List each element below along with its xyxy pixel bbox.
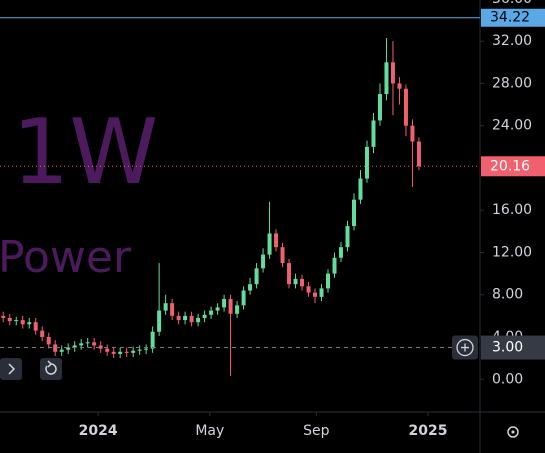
- candle-body: [105, 348, 110, 352]
- candle-body: [183, 315, 188, 321]
- candle-body: [241, 290, 246, 306]
- candle-body: [300, 278, 305, 287]
- alert-label-bg: [481, 8, 545, 27]
- candle-body: [124, 351, 129, 353]
- candle-body: [137, 349, 142, 351]
- add-alert-button[interactable]: [452, 335, 478, 360]
- candle-body: [118, 351, 123, 354]
- candle-body: [72, 345, 77, 348]
- candle-body: [170, 303, 175, 316]
- candle-body: [261, 254, 266, 269]
- candle-body: [46, 336, 51, 345]
- candle-body: [351, 199, 356, 227]
- settings-icon[interactable]: [507, 426, 519, 438]
- x-tick-label: 2025: [409, 423, 448, 439]
- candle-body: [345, 226, 350, 248]
- y-tick-label: 8.00: [492, 287, 523, 303]
- candle-body: [358, 178, 363, 200]
- candle-body: [14, 320, 19, 322]
- y-tick-label: 12.00: [492, 244, 532, 260]
- candle-body: [416, 141, 421, 167]
- candle-body: [27, 322, 32, 325]
- candle-body: [313, 292, 318, 297]
- candle-body: [384, 62, 389, 95]
- candle-body: [371, 120, 376, 147]
- candle-body: [390, 62, 395, 84]
- candle-body: [209, 310, 214, 315]
- candle-body: [274, 233, 279, 248]
- candle-body: [79, 343, 84, 346]
- candle-body: [306, 286, 311, 293]
- candle-body: [53, 344, 58, 352]
- watermark-symbol: Power: [0, 232, 132, 283]
- candle-body: [85, 342, 90, 344]
- candle-body: [157, 310, 162, 332]
- candle-body: [254, 268, 259, 285]
- candle-body: [403, 88, 408, 126]
- y-tick-label: 36.00: [492, 0, 532, 7]
- crosshair-label-bg: [481, 335, 545, 360]
- candle-body: [98, 345, 103, 349]
- y-tick-label: 0.00: [492, 371, 523, 387]
- x-tick-label: Sep: [303, 423, 330, 439]
- y-tick-label: 24.00: [492, 118, 532, 134]
- candle-body: [332, 257, 337, 274]
- candle-body: [189, 315, 194, 323]
- y-tick-label: 16.00: [492, 202, 532, 218]
- last-price-label-bg: [481, 156, 545, 177]
- x-tick-label: May: [195, 423, 224, 439]
- candle-body: [150, 331, 155, 349]
- candle-body: [222, 298, 227, 308]
- candle-body: [202, 314, 207, 318]
- candle-body: [176, 315, 181, 321]
- candle-body: [144, 348, 149, 350]
- y-tick-label: 28.00: [492, 75, 532, 91]
- plot: 0.004.008.0012.0016.0024.0028.0032.0036.…: [0, 0, 545, 439]
- candle-body: [248, 284, 253, 291]
- candle-body: [20, 320, 25, 325]
- candle-body: [1, 315, 6, 318]
- candle-body: [111, 351, 116, 354]
- candle-body: [59, 349, 64, 352]
- reset-button[interactable]: [40, 358, 62, 380]
- candle-body: [267, 233, 272, 255]
- candle-body: [40, 330, 45, 337]
- candle-body: [131, 350, 136, 353]
- candle-body: [364, 146, 369, 179]
- alert-label: 34.22: [490, 10, 530, 26]
- candle-body: [397, 83, 402, 89]
- candle-body: [66, 347, 71, 350]
- candle-body: [92, 342, 97, 346]
- candle-body: [287, 263, 292, 285]
- crosshair-label: 3.00: [492, 340, 523, 356]
- scroll-button[interactable]: [0, 358, 22, 380]
- last-price-label: 20.16: [490, 158, 530, 174]
- candle-body: [235, 305, 240, 314]
- candle-body: [33, 322, 38, 331]
- candle-body: [7, 317, 12, 322]
- candle-body: [280, 247, 285, 264]
- candle-body: [410, 125, 415, 142]
- candle-body: [326, 273, 331, 289]
- candle-body: [215, 307, 220, 311]
- x-tick-label: 2024: [79, 423, 118, 439]
- watermark-interval: 1W: [12, 100, 158, 205]
- candle-body: [319, 288, 324, 297]
- add-alert-icon: [456, 338, 474, 357]
- candle-body: [377, 94, 382, 121]
- candle-body: [339, 247, 344, 258]
- candle-body: [293, 278, 298, 285]
- candle-body: [196, 317, 201, 323]
- candle-body: [163, 303, 168, 311]
- add-alert-plus: [461, 343, 469, 352]
- candle-body: [228, 298, 233, 314]
- y-tick-label: 32.00: [492, 33, 532, 49]
